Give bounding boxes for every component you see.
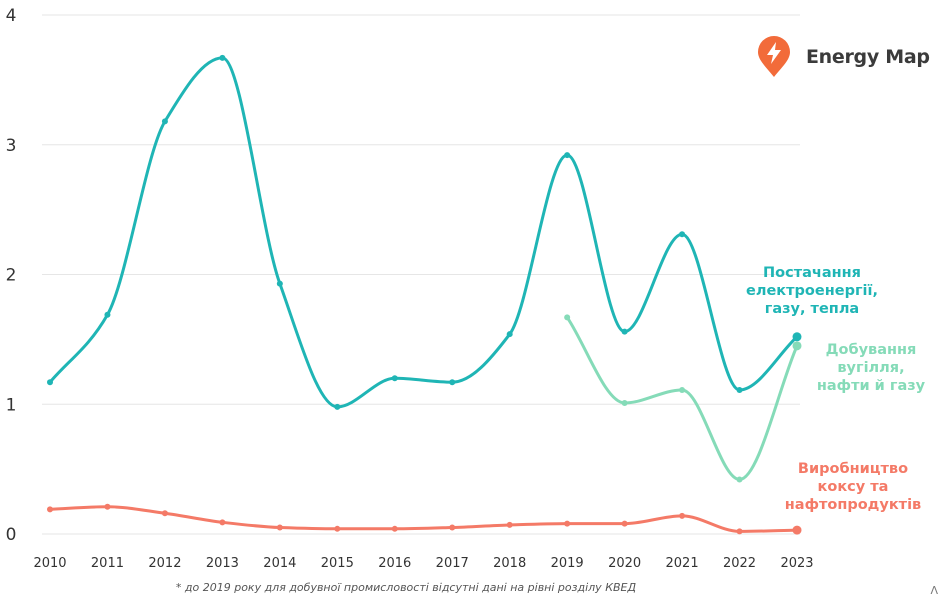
data-point: [792, 525, 802, 535]
gridlines: [42, 14, 800, 535]
corner-mark: Λ: [930, 584, 938, 597]
lightning-pin-icon: [758, 36, 790, 77]
series-points: [47, 54, 802, 535]
series-line: [565, 315, 799, 482]
data-point: [679, 512, 686, 519]
x-tick-label: 2023: [780, 556, 813, 571]
x-tick-label: 2018: [493, 556, 526, 571]
y-tick-label: 1: [6, 395, 17, 415]
x-tick-label: 2012: [148, 556, 181, 571]
series-line: [48, 56, 799, 409]
data-point: [219, 54, 226, 61]
brand-logo: Energy Map: [756, 36, 930, 78]
data-point: [621, 399, 628, 406]
data-point: [621, 520, 628, 527]
data-point: [679, 231, 686, 238]
x-tick-label: 2017: [436, 556, 469, 571]
data-point: [104, 503, 111, 510]
brand-name: Energy Map: [806, 46, 930, 68]
x-tick-label: 2011: [91, 556, 124, 571]
data-point: [219, 519, 226, 526]
x-tick-label: 2022: [723, 556, 756, 571]
y-tick-label: 2: [6, 266, 17, 286]
y-tick-label: 4: [6, 6, 17, 26]
y-tick-label: 3: [6, 136, 17, 156]
series-label: Постачання електроенергії, газу, тепла: [746, 265, 878, 317]
data-point: [679, 386, 686, 393]
data-point: [449, 524, 456, 531]
x-axis-ticks: 2010 2011 2012 2013 2014 2015 2016 2017 2018 2019…: [33, 556, 813, 571]
x-tick-label: 2019: [551, 556, 584, 571]
data-point: [391, 525, 398, 532]
series-label: Добування вугілля, нафти й газу: [817, 342, 926, 394]
data-point: [449, 379, 456, 386]
series-line: [48, 505, 799, 533]
x-tick-label: 2020: [608, 556, 641, 571]
data-point: [506, 331, 513, 338]
series-lines: [48, 56, 799, 533]
x-tick-label: 2013: [206, 556, 239, 571]
x-tick-label: 2015: [321, 556, 354, 571]
data-point: [276, 524, 283, 531]
data-point: [104, 311, 111, 318]
data-point: [736, 386, 743, 393]
x-tick-label: 2016: [378, 556, 411, 571]
data-point: [792, 332, 802, 342]
data-point: [161, 118, 168, 125]
data-point: [276, 280, 283, 287]
series-labels: Постачання електроенергії, газу, тепла Добу…: [746, 265, 926, 513]
x-tick-label: 2021: [666, 556, 699, 571]
data-point: [564, 520, 571, 527]
data-point: [792, 341, 802, 351]
y-tick-label: 0: [6, 525, 17, 545]
data-point: [621, 328, 628, 335]
data-point: [506, 521, 513, 528]
data-point: [334, 403, 341, 410]
data-point: [47, 379, 53, 386]
data-point: [47, 506, 53, 513]
data-point: [736, 476, 743, 483]
x-tick-label: 2014: [263, 556, 296, 571]
data-point: [334, 525, 341, 532]
y-axis-ticks: 0 1 2 3 4: [6, 6, 17, 545]
data-point: [736, 528, 743, 535]
series-label: Виробництво коксу та нафтопродуктів: [785, 461, 921, 513]
data-point: [564, 314, 571, 321]
x-tick-label: 2010: [33, 556, 66, 571]
data-point: [564, 152, 571, 159]
data-point: [391, 375, 398, 382]
footnote: * до 2019 року для добувної промисловост…: [175, 581, 637, 594]
data-point: [161, 510, 168, 517]
